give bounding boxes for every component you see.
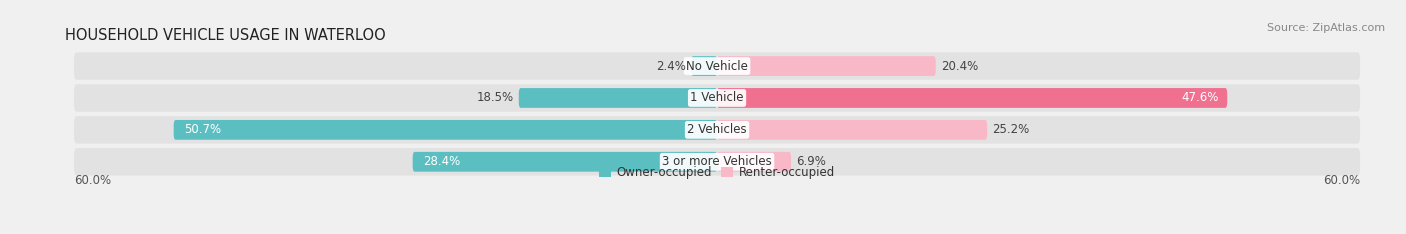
- Text: 3 or more Vehicles: 3 or more Vehicles: [662, 155, 772, 168]
- Text: 2.4%: 2.4%: [657, 59, 686, 73]
- FancyBboxPatch shape: [717, 120, 987, 140]
- FancyBboxPatch shape: [519, 88, 717, 108]
- Text: HOUSEHOLD VEHICLE USAGE IN WATERLOO: HOUSEHOLD VEHICLE USAGE IN WATERLOO: [66, 28, 387, 43]
- FancyBboxPatch shape: [717, 152, 792, 172]
- Text: 28.4%: 28.4%: [423, 155, 461, 168]
- FancyBboxPatch shape: [75, 84, 1360, 112]
- FancyBboxPatch shape: [174, 120, 717, 140]
- Text: 18.5%: 18.5%: [477, 91, 513, 104]
- Text: 60.0%: 60.0%: [75, 174, 111, 187]
- Text: 2 Vehicles: 2 Vehicles: [688, 123, 747, 136]
- FancyBboxPatch shape: [413, 152, 717, 172]
- FancyBboxPatch shape: [717, 56, 936, 76]
- Text: 20.4%: 20.4%: [941, 59, 979, 73]
- Text: 47.6%: 47.6%: [1181, 91, 1219, 104]
- Legend: Owner-occupied, Renter-occupied: Owner-occupied, Renter-occupied: [593, 161, 841, 184]
- FancyBboxPatch shape: [692, 56, 717, 76]
- FancyBboxPatch shape: [75, 116, 1360, 144]
- Text: 25.2%: 25.2%: [993, 123, 1029, 136]
- Text: 6.9%: 6.9%: [796, 155, 827, 168]
- FancyBboxPatch shape: [717, 88, 1227, 108]
- Text: No Vehicle: No Vehicle: [686, 59, 748, 73]
- Text: 1 Vehicle: 1 Vehicle: [690, 91, 744, 104]
- Text: 50.7%: 50.7%: [184, 123, 222, 136]
- Text: 60.0%: 60.0%: [1323, 174, 1360, 187]
- Text: Source: ZipAtlas.com: Source: ZipAtlas.com: [1267, 23, 1385, 33]
- FancyBboxPatch shape: [75, 52, 1360, 80]
- FancyBboxPatch shape: [75, 148, 1360, 176]
